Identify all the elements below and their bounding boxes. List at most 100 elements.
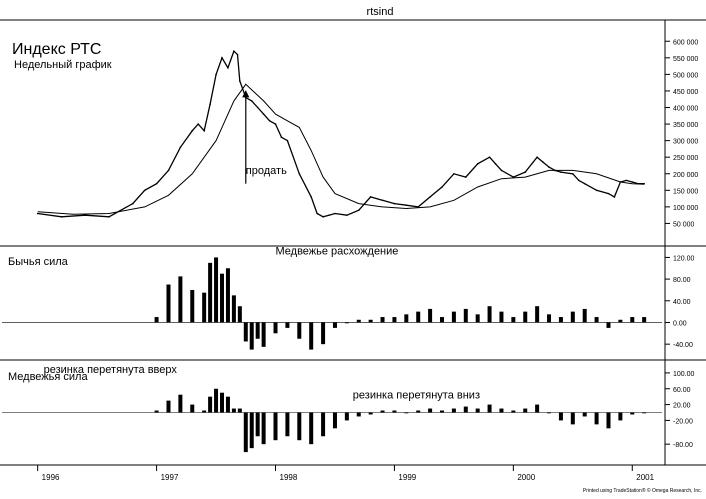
price-point bbox=[143, 189, 146, 192]
annotation-label: продать bbox=[246, 165, 287, 177]
histogram-bar bbox=[225, 268, 230, 323]
histogram-bar bbox=[202, 410, 207, 413]
price-point bbox=[625, 179, 628, 182]
histogram-bar bbox=[570, 412, 575, 425]
histogram-bar bbox=[273, 412, 278, 441]
y-tick-label: 350 000 bbox=[673, 122, 698, 129]
x-tick-label: 1996 bbox=[42, 473, 60, 482]
y-tick-label: 150 000 bbox=[673, 188, 698, 195]
price-point bbox=[494, 163, 497, 165]
histogram-bar bbox=[582, 308, 587, 323]
histogram-bar bbox=[499, 311, 504, 323]
histogram-bar bbox=[285, 412, 290, 437]
histogram-bar bbox=[356, 412, 361, 417]
price-point bbox=[233, 50, 235, 52]
histogram-bar bbox=[220, 392, 224, 413]
histogram-bar bbox=[392, 410, 397, 413]
histogram-bar bbox=[535, 306, 540, 323]
price-point bbox=[488, 156, 491, 158]
histogram-bar bbox=[630, 317, 635, 323]
price-subtitle: Недельный график bbox=[14, 59, 112, 71]
price-point bbox=[256, 106, 259, 109]
price-point bbox=[334, 212, 336, 215]
bear-power-title: Медвежья сила bbox=[8, 371, 88, 383]
histogram-bar bbox=[451, 408, 456, 413]
price-point bbox=[179, 146, 182, 149]
price-point bbox=[500, 169, 503, 172]
histogram-bar bbox=[261, 412, 266, 445]
price-point bbox=[536, 156, 538, 158]
price-point bbox=[262, 113, 265, 115]
histogram-bar bbox=[523, 408, 528, 413]
price-point bbox=[429, 196, 431, 198]
histogram-bar bbox=[202, 292, 207, 323]
price-point bbox=[631, 181, 634, 183]
histogram-bar bbox=[380, 410, 385, 413]
price-panel: Индекс РТС Недельный график 600 000 550 0… bbox=[0, 20, 706, 465]
histogram-bar bbox=[416, 311, 421, 323]
histogram-bar bbox=[178, 276, 183, 323]
histogram-bar bbox=[440, 317, 444, 323]
histogram-bar bbox=[618, 412, 623, 421]
histogram-bar bbox=[243, 322, 248, 342]
y-tick-label: 500 000 bbox=[673, 72, 698, 79]
price-point bbox=[36, 212, 39, 215]
price-point bbox=[328, 214, 330, 216]
price-point bbox=[322, 216, 324, 218]
histogram-bar bbox=[618, 319, 623, 323]
bear-power-panel: Медвежья сила 100.00 60.00 20.00 -20.00 -80.… bbox=[0, 364, 706, 466]
y-tick-label: 100 000 bbox=[673, 205, 698, 212]
price-point bbox=[167, 169, 170, 172]
histogram-bar bbox=[594, 317, 599, 323]
y-tick-label: -20.00 bbox=[673, 418, 693, 425]
price-point bbox=[239, 80, 241, 82]
annotation-label: резинка перетянута вверх bbox=[44, 364, 178, 376]
x-tick-label: 2000 bbox=[517, 473, 535, 482]
histogram-bar bbox=[237, 306, 242, 323]
price-point bbox=[191, 129, 194, 132]
histogram-bar bbox=[237, 408, 242, 413]
histogram-bar bbox=[428, 408, 433, 413]
histogram-bar bbox=[154, 410, 159, 413]
y-tick-label: 50 000 bbox=[673, 221, 695, 228]
histogram-bar bbox=[368, 412, 373, 415]
price-point bbox=[369, 196, 372, 198]
price-point bbox=[346, 214, 348, 216]
y-tick-label: -80.00 bbox=[673, 442, 693, 449]
price-point bbox=[542, 161, 544, 163]
histogram-bar bbox=[255, 412, 260, 437]
price-point bbox=[577, 179, 580, 182]
histogram-bar bbox=[154, 317, 159, 323]
histogram-bar bbox=[321, 412, 326, 437]
histogram-bar bbox=[297, 322, 302, 339]
x-tick-label: 2001 bbox=[636, 473, 654, 482]
price-point bbox=[221, 57, 223, 59]
y-tick-label: 300 000 bbox=[673, 139, 698, 146]
y-tick-label: 250 000 bbox=[673, 155, 698, 162]
price-point bbox=[393, 202, 396, 205]
histogram-bar bbox=[178, 394, 183, 413]
histogram-bar bbox=[606, 412, 611, 429]
window-title: rtsind bbox=[367, 6, 394, 18]
histogram-bar bbox=[166, 400, 171, 413]
x-tick-label: 1997 bbox=[161, 473, 179, 482]
price-point bbox=[357, 209, 360, 211]
histogram-bar bbox=[606, 322, 611, 328]
histogram-bar bbox=[487, 404, 492, 413]
y-tick-label: 40.00 bbox=[673, 299, 691, 306]
histogram-bar bbox=[547, 314, 552, 323]
histogram-bar bbox=[416, 410, 421, 413]
histogram-bar bbox=[332, 322, 337, 328]
histogram-bar bbox=[523, 311, 528, 323]
price-point bbox=[476, 163, 479, 165]
histogram-bar bbox=[321, 322, 326, 345]
price-point bbox=[298, 172, 301, 175]
y-tick-label: 600 000 bbox=[673, 39, 698, 46]
price-point bbox=[203, 129, 205, 132]
y-tick-label: 100.00 bbox=[673, 371, 695, 378]
histogram-bar bbox=[547, 412, 552, 414]
histogram-bar bbox=[225, 396, 230, 413]
histogram-bar bbox=[463, 308, 468, 323]
price-point bbox=[607, 192, 610, 195]
price-point bbox=[108, 216, 110, 218]
